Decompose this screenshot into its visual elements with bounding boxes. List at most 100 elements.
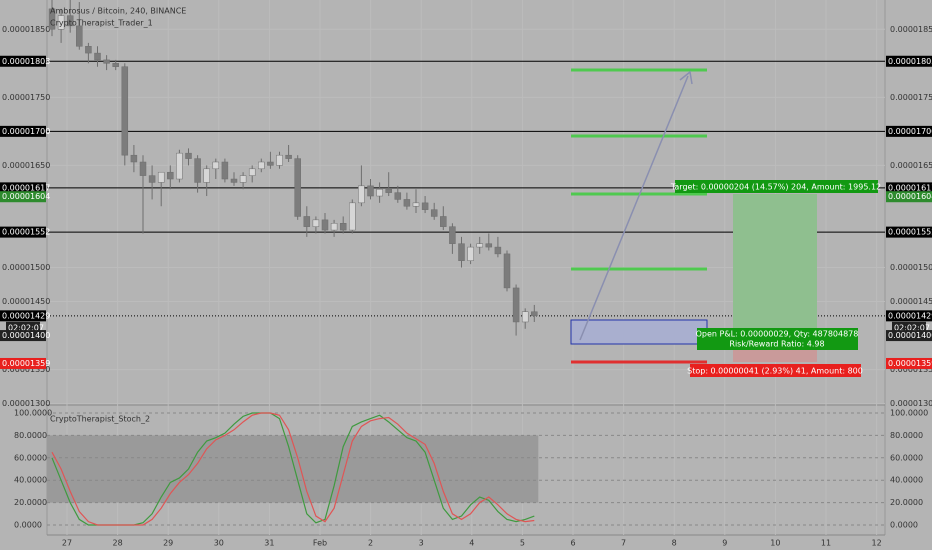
y-tick-label: 0.00001300 bbox=[2, 399, 50, 408]
x-tick-label: 29 bbox=[163, 539, 173, 548]
x-tick-label: 27 bbox=[62, 539, 72, 548]
candle-body bbox=[430, 209, 438, 217]
candle-body bbox=[85, 46, 92, 54]
candle-body bbox=[267, 161, 274, 166]
candle-body bbox=[139, 161, 147, 176]
price-label-box bbox=[886, 191, 932, 203]
candle-body bbox=[221, 161, 229, 180]
candle-body bbox=[57, 15, 65, 30]
stop-label: Stop: 0.00000041 (2.93%) 41, Amount: 800 bbox=[687, 367, 863, 376]
y-tick-label: 60.0000 bbox=[14, 453, 47, 462]
stoch-title: CryptoTherapist_Stoch_2 bbox=[50, 415, 150, 424]
candle-body bbox=[130, 154, 138, 163]
y-tick-label: 80.0000 bbox=[14, 431, 47, 440]
price-label: 0.00001617 bbox=[888, 183, 932, 192]
profit-zone bbox=[733, 194, 817, 340]
indicator-name: CryptoTherapist_Trader_1 bbox=[50, 19, 153, 28]
arrow bbox=[579, 75, 689, 341]
candle-body bbox=[349, 202, 356, 231]
ratio-label: Risk/Reward Ratio: 4.98 bbox=[729, 340, 824, 349]
candle-body bbox=[48, 8, 56, 30]
candle-body bbox=[330, 223, 338, 231]
x-tick-label: 8 bbox=[672, 539, 677, 548]
price-label-box bbox=[0, 125, 46, 137]
stoch-line bbox=[51, 412, 535, 526]
y-tick-label: 0.00001750 bbox=[2, 93, 50, 102]
price-label-box bbox=[886, 330, 932, 342]
price-label: 0.00001359 bbox=[888, 359, 932, 368]
candle-body bbox=[494, 246, 502, 255]
price-label-box bbox=[0, 191, 46, 203]
candle-body bbox=[248, 168, 256, 176]
target-label: Target: 0.00000204 (14.57%) 204, Amount:… bbox=[670, 183, 881, 192]
y-tick-label: 0.00001450 bbox=[890, 297, 932, 306]
y-tick-label: 0.0000 bbox=[890, 521, 918, 530]
candle-body bbox=[239, 175, 247, 183]
pnl-label: Open P&L: 0.00000029, Qty: 487804878 bbox=[696, 330, 859, 339]
candle-body bbox=[376, 188, 383, 197]
candle-body bbox=[276, 154, 283, 166]
price-label: 0.00001429 bbox=[2, 311, 50, 320]
x-tick-label: 7 bbox=[621, 539, 626, 548]
price-label-box bbox=[0, 55, 46, 67]
price-label: 0.00001617 bbox=[2, 183, 50, 192]
candle-body bbox=[258, 161, 265, 170]
candle-body bbox=[230, 178, 238, 183]
y-tick-label: 60.0000 bbox=[890, 453, 923, 462]
price-label: 0.00001552 bbox=[888, 228, 932, 237]
candle-body bbox=[94, 52, 101, 61]
price-label: 0.00001700 bbox=[2, 127, 50, 136]
x-tick-label: 3 bbox=[419, 539, 424, 548]
arrow-head bbox=[679, 70, 693, 85]
x-tick-label: 4 bbox=[469, 539, 474, 548]
target-box bbox=[675, 180, 878, 193]
candle-body bbox=[521, 311, 529, 323]
candle-body bbox=[485, 243, 493, 248]
x-tick-label: 28 bbox=[113, 539, 123, 548]
price-label: 0.00001803 bbox=[2, 57, 50, 66]
y-tick-label: 0.00001500 bbox=[2, 263, 50, 272]
candle-body bbox=[167, 171, 174, 180]
candle-body bbox=[440, 216, 447, 227]
y-tick-label: 20.0000 bbox=[890, 498, 923, 507]
price-label: 0.00001604 bbox=[2, 192, 50, 201]
y-tick-label: 0.00001300 bbox=[890, 399, 932, 408]
candle-body bbox=[103, 59, 110, 64]
price-label: 0.00001400 bbox=[2, 331, 50, 340]
candle-body bbox=[312, 219, 320, 227]
price-label-box bbox=[886, 357, 932, 369]
x-tick-label: 31 bbox=[264, 539, 274, 548]
candle-body bbox=[449, 226, 456, 244]
candle-body bbox=[76, 25, 83, 47]
y-tick-label: 40.0000 bbox=[890, 476, 923, 485]
x-tick-label: 2 bbox=[368, 539, 373, 548]
x-tick-label: 9 bbox=[722, 539, 727, 548]
candle-body bbox=[112, 63, 119, 67]
candle-body bbox=[531, 311, 538, 317]
candle-body bbox=[194, 158, 201, 183]
countdown-box bbox=[6, 321, 40, 333]
candle-body bbox=[367, 185, 374, 197]
candle-body bbox=[303, 216, 311, 227]
price-label-box bbox=[0, 226, 46, 238]
y-tick-label: 100.0000 bbox=[890, 409, 928, 418]
price-label-box bbox=[886, 55, 932, 67]
candle-body bbox=[421, 202, 429, 210]
entry-box bbox=[570, 319, 708, 345]
y-tick-label: 0.00001750 bbox=[890, 93, 932, 102]
y-tick-label: 0.00001500 bbox=[890, 263, 932, 272]
countdown: 02:02:07 bbox=[894, 323, 930, 332]
price-label: 0.00001359 bbox=[2, 359, 50, 368]
candle-body bbox=[458, 243, 465, 261]
candle-body bbox=[385, 188, 392, 193]
candle-body bbox=[503, 253, 511, 289]
price-label-box bbox=[886, 310, 932, 322]
y-tick-label: 0.00001350 bbox=[890, 365, 932, 374]
price-label-box bbox=[0, 182, 46, 194]
price-label-box bbox=[886, 226, 932, 238]
price-label: 0.00001700 bbox=[888, 127, 932, 136]
x-tick-label: 11 bbox=[821, 539, 831, 548]
candle-body bbox=[467, 246, 474, 261]
price-label: 0.00001604 bbox=[888, 192, 932, 201]
price-label-box bbox=[886, 182, 932, 194]
